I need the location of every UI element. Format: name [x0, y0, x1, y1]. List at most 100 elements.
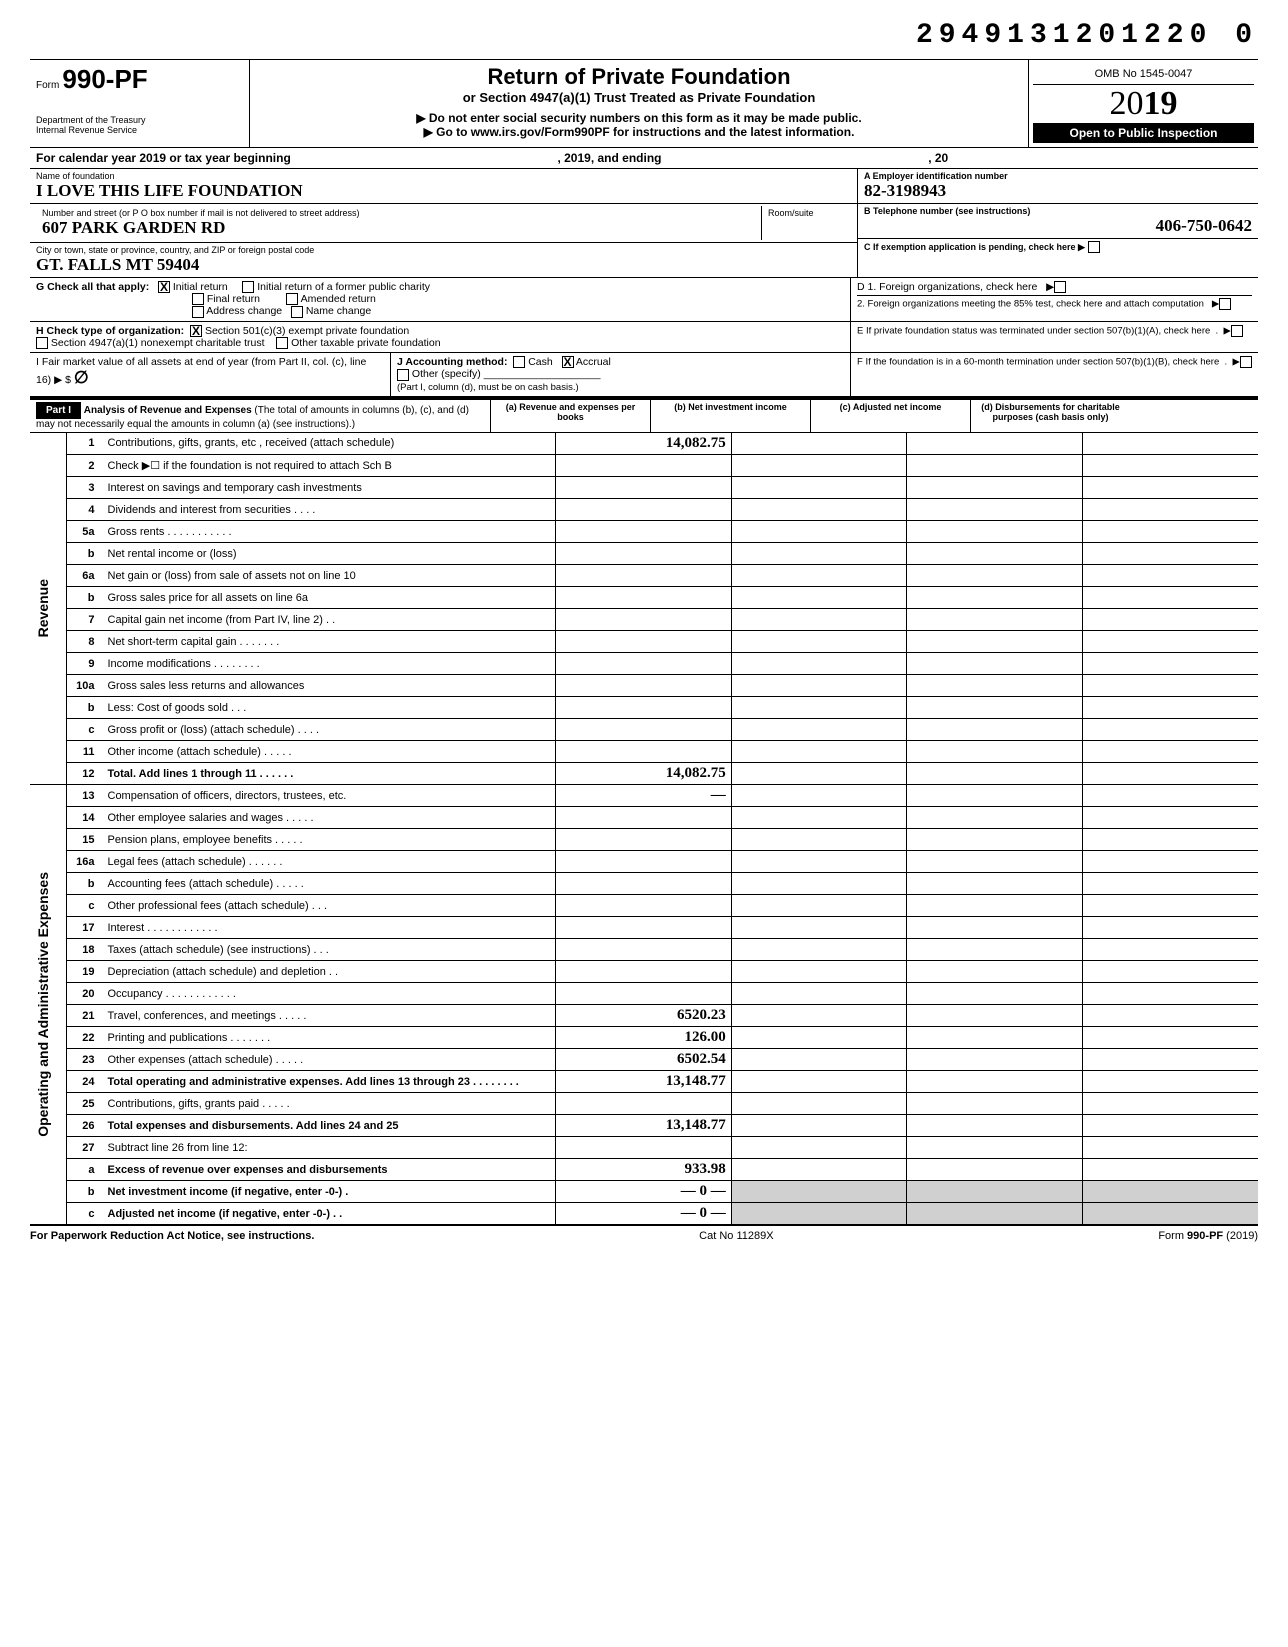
cell-value[interactable] — [556, 895, 732, 917]
cell-value[interactable] — [907, 807, 1083, 829]
cell-value[interactable] — [731, 1049, 907, 1071]
cell-value[interactable] — [731, 873, 907, 895]
cell-value[interactable] — [907, 1093, 1083, 1115]
cell-value[interactable] — [1082, 1093, 1258, 1115]
cell-value[interactable] — [556, 477, 732, 499]
cell-value[interactable] — [1082, 587, 1258, 609]
cell-value[interactable] — [731, 895, 907, 917]
cell-value[interactable] — [731, 785, 907, 807]
cell-value[interactable] — [731, 807, 907, 829]
cell-value[interactable] — [556, 873, 732, 895]
cell-value[interactable] — [731, 697, 907, 719]
g-former-cb[interactable] — [242, 281, 254, 293]
cell-value[interactable] — [1082, 829, 1258, 851]
cell-value[interactable] — [731, 499, 907, 521]
cell-value[interactable]: 6502.54 — [556, 1049, 732, 1071]
cell-value[interactable]: 933.98 — [556, 1159, 732, 1181]
cell-value[interactable] — [556, 719, 732, 741]
cell-value[interactable] — [731, 851, 907, 873]
cell-value[interactable] — [731, 829, 907, 851]
cell-value[interactable] — [907, 1159, 1083, 1181]
g-namechg-cb[interactable] — [291, 306, 303, 318]
cell-value[interactable] — [731, 939, 907, 961]
cell-value[interactable] — [731, 455, 907, 477]
cell-value[interactable] — [556, 499, 732, 521]
cell-value[interactable] — [556, 851, 732, 873]
cell-value[interactable] — [731, 763, 907, 785]
c-checkbox[interactable] — [1088, 241, 1100, 253]
ein-value[interactable]: 82-3198943 — [864, 181, 1252, 201]
cell-value[interactable] — [907, 763, 1083, 785]
cell-value[interactable] — [1082, 499, 1258, 521]
cell-value[interactable] — [1082, 939, 1258, 961]
foundation-address[interactable]: 607 PARK GARDEN RD — [42, 218, 755, 238]
cell-value[interactable] — [1082, 1071, 1258, 1093]
cell-value[interactable] — [907, 609, 1083, 631]
cell-value[interactable] — [556, 697, 732, 719]
cell-value[interactable] — [907, 1049, 1083, 1071]
cell-value[interactable] — [1082, 983, 1258, 1005]
cell-value[interactable] — [907, 1115, 1083, 1137]
cell-value[interactable] — [1082, 609, 1258, 631]
cell-value[interactable] — [907, 587, 1083, 609]
cell-value[interactable] — [907, 1181, 1083, 1203]
cell-value[interactable] — [731, 565, 907, 587]
cell-value[interactable] — [1082, 543, 1258, 565]
cell-value[interactable] — [731, 1137, 907, 1159]
h-trust-cb[interactable] — [36, 337, 48, 349]
cell-value[interactable] — [731, 961, 907, 983]
cell-value[interactable] — [907, 961, 1083, 983]
cell-value[interactable] — [556, 807, 732, 829]
foundation-name[interactable]: I LOVE THIS LIFE FOUNDATION — [36, 181, 851, 201]
cell-value[interactable] — [1082, 477, 1258, 499]
g-final-cb[interactable] — [192, 293, 204, 305]
cell-value[interactable] — [556, 939, 732, 961]
foundation-city[interactable]: GT. FALLS MT 59404 — [36, 255, 851, 275]
cell-value[interactable] — [907, 565, 1083, 587]
cell-value[interactable] — [907, 631, 1083, 653]
cell-value[interactable] — [1082, 895, 1258, 917]
cell-value[interactable] — [731, 719, 907, 741]
g-initial-cb[interactable]: X — [158, 281, 170, 293]
i-value[interactable]: ∅ — [74, 368, 89, 387]
cell-value[interactable] — [907, 1137, 1083, 1159]
cell-value[interactable] — [1082, 1137, 1258, 1159]
cell-value[interactable] — [907, 983, 1083, 1005]
cell-value[interactable] — [907, 433, 1083, 455]
h-pf-cb[interactable]: X — [190, 325, 202, 337]
cell-value[interactable] — [556, 565, 732, 587]
cell-value[interactable] — [907, 785, 1083, 807]
cell-value[interactable]: — 0 — — [556, 1203, 732, 1225]
cell-value[interactable] — [1082, 697, 1258, 719]
cell-value[interactable]: 14,082.75 — [556, 433, 732, 455]
cell-value[interactable]: 13,148.77 — [556, 1071, 732, 1093]
cell-value[interactable] — [731, 917, 907, 939]
cell-value[interactable] — [1082, 807, 1258, 829]
cell-value[interactable] — [1082, 1181, 1258, 1203]
cell-value[interactable] — [556, 631, 732, 653]
j-accrual-cb[interactable]: X — [562, 356, 574, 368]
g-amended-cb[interactable] — [286, 293, 298, 305]
j-other-cb[interactable] — [397, 369, 409, 381]
cell-value[interactable] — [556, 961, 732, 983]
cell-value[interactable] — [907, 499, 1083, 521]
cell-value[interactable] — [907, 1071, 1083, 1093]
cell-value[interactable] — [907, 895, 1083, 917]
cell-value[interactable] — [907, 455, 1083, 477]
cell-value[interactable] — [556, 455, 732, 477]
cell-value[interactable] — [556, 609, 732, 631]
cell-value[interactable] — [1082, 917, 1258, 939]
cell-value[interactable] — [731, 543, 907, 565]
cell-value[interactable] — [1082, 741, 1258, 763]
cell-value[interactable]: 14,082.75 — [556, 763, 732, 785]
cell-value[interactable]: — 0 — — [556, 1181, 732, 1203]
cell-value[interactable] — [907, 1203, 1083, 1225]
cell-value[interactable] — [556, 983, 732, 1005]
cell-value[interactable] — [731, 741, 907, 763]
cell-value[interactable] — [731, 1071, 907, 1093]
cell-value[interactable] — [1082, 675, 1258, 697]
cell-value[interactable] — [731, 1115, 907, 1137]
cell-value[interactable] — [907, 1005, 1083, 1027]
cell-value[interactable] — [907, 719, 1083, 741]
cell-value[interactable] — [731, 1027, 907, 1049]
